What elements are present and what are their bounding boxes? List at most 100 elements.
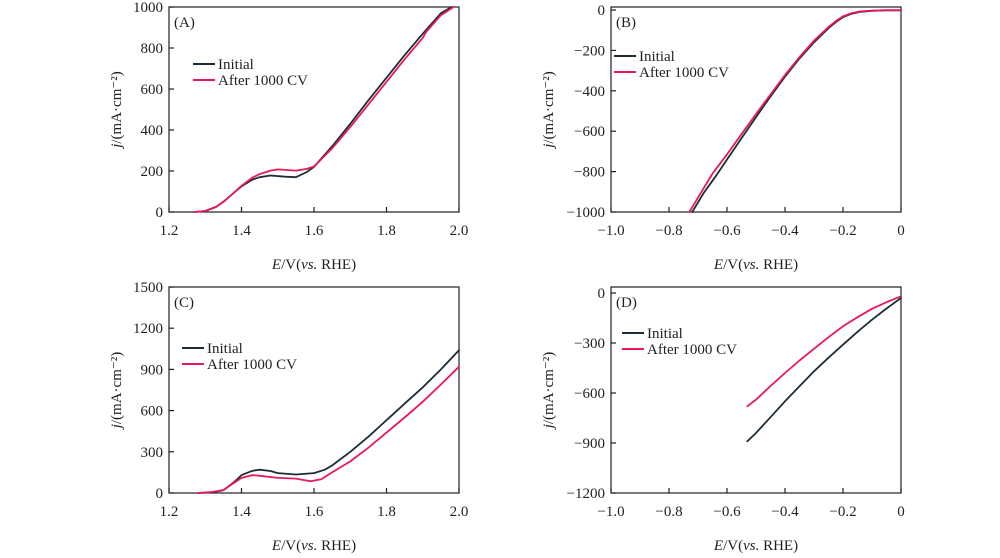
y-axis-title: j/(mA·cm⁻²) [541,352,557,431]
x-axis-title-part: E [713,538,723,554]
legend-label: Initial [647,326,683,342]
x-tick-label: 1.2 [160,223,179,239]
x-axis-title-part: vs. [301,538,317,554]
y-tick-label: 0 [598,3,606,19]
x-tick-label: −0.6 [713,504,741,520]
x-tick-label: 2.0 [450,504,469,520]
x-axis-title-part: RHE) [759,538,798,554]
chart-panel-a: 1.2 1.4 1.6 1.8 2.0 0 200 400 600 800 1000 E/V(vs. … [109,0,468,273]
y-tick-label: −400 [574,84,605,100]
x-tick-label: −1.0 [597,223,624,239]
y-axis-title: j/(mA·cm⁻²) [541,71,557,150]
panel-label: (B) [616,15,636,31]
series-line-after-1000-cv [746,295,902,408]
y-tick-label: 800 [141,41,164,57]
plot-frame [610,286,902,494]
x-tick-label: −1.0 [597,504,624,520]
y-tick-label: −600 [574,124,605,140]
chart-panel-d: −1.0 −0.8 −0.6 −0.4 −0.2 0 −1200 −900 −600 −300 0 E… [541,286,905,554]
y-tick-label: 1200 [133,321,163,337]
legend-label: Initial [207,341,243,357]
y-tick-label: 1500 [133,280,163,296]
series-line-after-1000-cv [193,6,455,213]
x-tick-label: −0.4 [771,223,799,239]
x-axis-title-part: vs. [301,257,317,273]
legend-label: Initial [218,57,254,73]
legend-label: After 1000 CV [207,357,297,373]
y-axis-title-part: /(mA·cm⁻²) [541,352,557,424]
x-axis-title-part: vs. [743,538,759,554]
y-axis-title-part: j [109,144,125,150]
y-tick-label: 600 [141,404,164,420]
y-tick-label: −900 [574,436,605,452]
y-tick-label: −200 [574,43,605,59]
x-axis-title-part: /V( [723,257,743,273]
y-tick-label: 0 [156,205,164,221]
x-tick-label: 1.4 [232,223,251,239]
x-tick-label: 0 [897,223,905,239]
series-line-after-1000-cv [197,365,460,494]
y-tick-label: −1000 [567,205,605,221]
y-axis-title-part: /(mA·cm⁻²) [541,71,557,143]
y-tick-label: −1200 [567,486,605,502]
x-tick-label: 1.2 [160,504,179,520]
x-axis-title-part: RHE) [759,257,798,273]
y-tick-label: 200 [141,164,164,180]
panel-label: (C) [174,295,194,311]
x-tick-label: −0.8 [655,504,682,520]
x-tick-label: 1.6 [305,223,324,239]
series-line-initial [691,9,902,213]
y-axis-title-part: /(mA·cm⁻²) [109,71,125,143]
x-tick-label: 1.4 [232,504,251,520]
y-axis-title: j/(mA·cm⁻²) [109,71,125,150]
series-line-initial [746,297,902,443]
chart-panel-b: −1.0 −0.8 −0.6 −0.4 −0.2 0 −1000 −800 −600 −400 −2… [541,3,905,273]
series-line-initial [193,6,453,213]
y-tick-label: 900 [141,362,164,378]
x-tick-label: −0.2 [829,504,856,520]
x-axis-title: E/V(vs. RHE) [271,538,356,554]
y-tick-label: 0 [598,286,606,302]
panel-label: (A) [174,15,195,31]
y-tick-label: 0 [156,486,164,502]
x-tick-label: −0.6 [713,223,741,239]
x-axis-title-part: /V( [281,257,301,273]
x-axis-title-part: vs. [743,257,759,273]
panel-label: (D) [616,295,637,311]
x-tick-label: −0.4 [771,504,799,520]
y-axis-title-part: j [541,424,557,430]
y-tick-label: −600 [574,386,605,402]
plot-frame [610,6,902,213]
y-tick-label: −300 [574,336,605,352]
y-tick-label: 600 [141,82,164,98]
y-tick-label: 400 [141,123,164,139]
legend-label: Initial [639,49,675,65]
x-axis-title: E/V(vs. RHE) [713,538,798,554]
x-axis-title-part: E [271,538,281,554]
x-tick-label: 1.6 [305,504,324,520]
chart-panel-c: 1.2 1.4 1.6 1.8 2.0 0 300 600 900 1200 1500 E/V(vs.… [109,280,468,554]
x-axis-title: E/V(vs. RHE) [271,257,356,273]
y-axis-title-part: j [541,144,557,150]
x-axis-title-part: RHE) [317,257,356,273]
y-axis-title-part: j [109,424,125,430]
series-line-after-1000-cv [688,9,902,213]
y-tick-label: 300 [141,445,164,461]
x-tick-label: 1.8 [377,223,396,239]
x-tick-label: −0.8 [655,223,682,239]
x-tick-label: 2.0 [450,223,469,239]
x-axis-title-part: /V( [281,538,301,554]
x-tick-label: −0.2 [829,223,856,239]
legend-label: After 1000 CV [639,65,729,81]
x-tick-label: 0 [897,504,905,520]
x-axis-title-part: E [713,257,723,273]
plot-frame [168,6,460,213]
x-axis-title: E/V(vs. RHE) [713,257,798,273]
y-tick-label: 1000 [133,0,163,16]
y-axis-title-part: /(mA·cm⁻²) [109,352,125,424]
legend-label: After 1000 CV [218,73,308,89]
x-tick-label: 1.8 [377,504,396,520]
x-axis-title-part: /V( [723,538,743,554]
x-axis-title-part: RHE) [317,538,356,554]
